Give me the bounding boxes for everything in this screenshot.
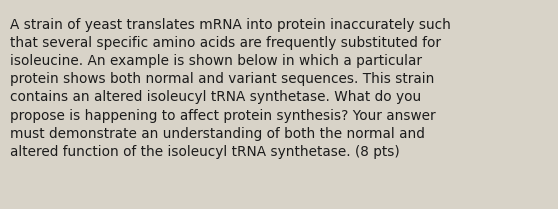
Text: A strain of yeast translates mRNA into protein inaccurately such
that several sp: A strain of yeast translates mRNA into p…: [10, 18, 451, 159]
